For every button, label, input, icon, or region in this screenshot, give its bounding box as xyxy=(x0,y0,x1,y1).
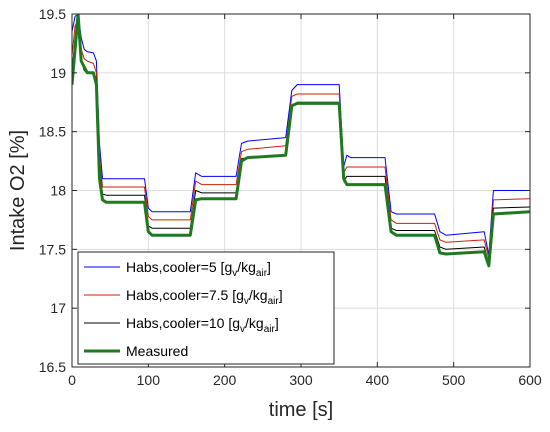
legend-label-mid: /kg xyxy=(237,259,256,275)
y-tick-label: 18.5 xyxy=(39,124,66,140)
legend-label-2: Habs,cooler=10 [gv/kgair] xyxy=(126,315,279,335)
legend-label-mid: /kg xyxy=(249,287,268,303)
legend-label-base: Habs,cooler=5 [g xyxy=(126,259,232,275)
legend-label-sub: air xyxy=(268,296,280,307)
legend: Habs,cooler=5 [gv/kgair]Habs,cooler=7.5 … xyxy=(77,251,335,365)
series-group xyxy=(72,14,530,268)
series-line-3 xyxy=(72,14,530,268)
legend-label-sub: v xyxy=(232,268,237,279)
legend-label-1: Habs,cooler=7.5 [gv/kgair] xyxy=(126,287,283,307)
x-tick-label: 300 xyxy=(289,372,313,388)
x-tick-label: 200 xyxy=(213,372,237,388)
legend-label-base: Measured xyxy=(126,343,188,359)
y-axis-label: Intake O2 [%] xyxy=(7,130,29,251)
x-tick-label: 0 xyxy=(68,372,76,388)
series-line-1 xyxy=(72,19,530,260)
legend-label-base: Habs,cooler=10 [g xyxy=(126,315,240,331)
x-tick-label: 600 xyxy=(518,372,542,388)
x-tick-label: 400 xyxy=(366,372,390,388)
legend-label-sub: air xyxy=(264,324,276,335)
y-tick-label: 18 xyxy=(50,183,66,199)
x-axis-label: time [s] xyxy=(269,399,333,421)
plot-area: 0 100 200 300 400 500 600 16.5 17 17.5 18 18.5 19 19.… xyxy=(7,6,542,421)
legend-label-3: Measured xyxy=(126,343,188,359)
legend-label-sub: air xyxy=(256,268,268,279)
y-tick-label: 17 xyxy=(50,300,66,316)
legend-label-mid: /kg xyxy=(245,315,264,331)
y-tick-label: 19 xyxy=(50,65,66,81)
legend-label-end: ] xyxy=(267,259,271,275)
legend-label-base: Habs,cooler=7.5 [g xyxy=(126,287,244,303)
x-tick-label: 100 xyxy=(137,372,161,388)
legend-box xyxy=(77,251,335,365)
legend-label-sub: v xyxy=(240,324,245,335)
y-tick-label: 19.5 xyxy=(39,6,66,22)
legend-label-0: Habs,cooler=5 [gv/kgair] xyxy=(126,259,271,279)
x-tick-label: 500 xyxy=(442,372,466,388)
y-tick-label: 16.5 xyxy=(39,359,66,375)
y-tick-label: 17.5 xyxy=(39,241,66,257)
legend-label-sub: v xyxy=(244,296,249,307)
series-line-0 xyxy=(72,14,530,256)
legend-label-end: ] xyxy=(275,315,279,331)
legend-label-end: ] xyxy=(279,287,283,303)
